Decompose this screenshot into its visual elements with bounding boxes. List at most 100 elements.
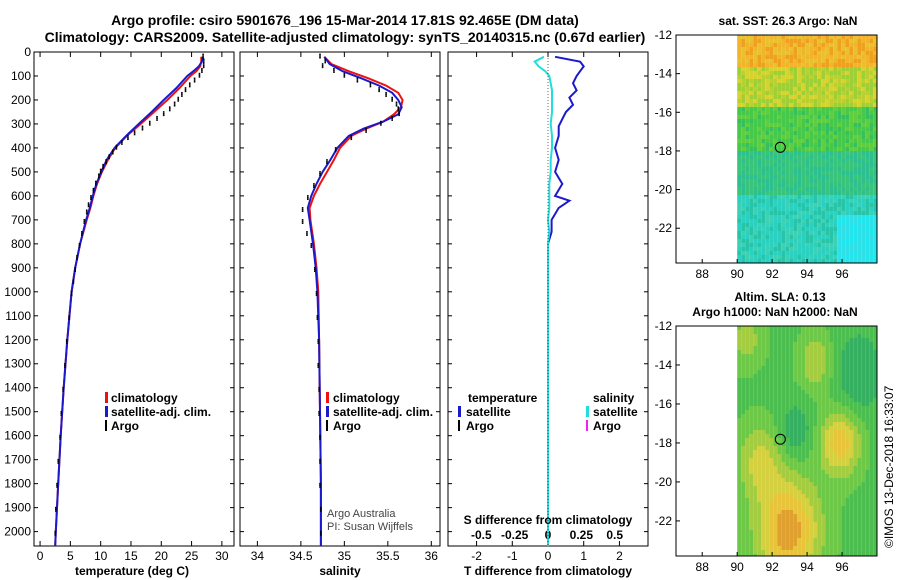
map-cell — [829, 147, 834, 151]
map-cell — [809, 167, 814, 171]
argo-point — [181, 91, 183, 94]
map-cell — [853, 39, 858, 43]
map-cell — [805, 534, 810, 538]
map-cell — [797, 231, 802, 235]
map-cell — [825, 518, 830, 522]
map-cell — [873, 522, 877, 526]
argo-point — [59, 434, 61, 437]
argo-point — [321, 66, 324, 69]
map-cell — [769, 366, 774, 370]
map-cell — [841, 195, 846, 199]
map-cell — [745, 474, 750, 478]
map-cell — [869, 442, 874, 446]
map-cell — [737, 350, 742, 354]
map-cell — [805, 406, 810, 410]
map-cell — [817, 534, 822, 538]
map-cell — [841, 398, 846, 402]
map-cell — [749, 382, 754, 386]
map-cell — [829, 454, 834, 458]
map-cell — [849, 199, 854, 203]
map-cell — [753, 87, 758, 91]
map-cell — [745, 39, 750, 43]
s-tick-label: 0.5 — [606, 528, 623, 542]
map-cell — [749, 67, 754, 71]
map-cell — [857, 107, 862, 111]
map-cell — [845, 450, 850, 454]
map-cell — [737, 326, 742, 330]
map-cell — [821, 191, 826, 195]
argo-point — [317, 364, 320, 367]
map-cell — [829, 159, 834, 163]
map-cell — [869, 454, 874, 458]
map-cell — [745, 330, 750, 334]
map-cell — [837, 330, 842, 334]
map-cell — [829, 518, 834, 522]
map-cell — [845, 119, 850, 123]
map-cell — [873, 191, 877, 195]
map-cell — [821, 103, 826, 107]
map-cell — [745, 43, 750, 47]
map-cell — [869, 522, 874, 526]
map-cell — [813, 458, 818, 462]
map-cell — [801, 354, 806, 358]
map-cell — [861, 111, 866, 115]
map-cell — [793, 79, 798, 83]
x-tick-label: 15 — [124, 549, 138, 563]
map-cell — [777, 546, 782, 550]
map-cell — [765, 163, 770, 167]
map-cell — [845, 482, 850, 486]
map-cell — [817, 438, 822, 442]
map-cell — [873, 418, 877, 422]
map-cell — [865, 155, 870, 159]
map-cell — [745, 63, 750, 67]
map-cell — [757, 526, 762, 530]
map-cell — [777, 135, 782, 139]
map-cell — [817, 211, 822, 215]
map-cell — [769, 71, 774, 75]
map-cell — [805, 474, 810, 478]
map-cell — [809, 235, 814, 239]
map-cell — [753, 362, 758, 366]
map-cell — [837, 159, 842, 163]
map-cell — [737, 179, 742, 183]
map-cell — [829, 83, 834, 87]
map-cell — [841, 219, 846, 223]
map-cell — [777, 338, 782, 342]
map-cell — [865, 123, 870, 127]
map-cell — [801, 514, 806, 518]
map-cell — [821, 111, 826, 115]
map-cell — [857, 446, 862, 450]
map-cell — [805, 91, 810, 95]
map-cell — [829, 223, 834, 227]
map-cell — [829, 235, 834, 239]
map-cell — [849, 538, 854, 542]
map-cell — [821, 470, 826, 474]
map-cell — [797, 211, 802, 215]
map-cell — [829, 251, 834, 255]
depth-tick-label: 200 — [11, 93, 31, 107]
map-cell — [777, 346, 782, 350]
map-cell — [853, 119, 858, 123]
map-cell — [829, 243, 834, 247]
map-cell — [833, 75, 838, 79]
map-cell — [781, 155, 786, 159]
map-cell — [833, 542, 838, 546]
map-cell — [777, 139, 782, 143]
map-cell — [789, 498, 794, 502]
map-cell — [833, 466, 838, 470]
satellite-adj-clim--line — [54, 56, 204, 546]
map-cell — [837, 430, 842, 434]
map-cell — [801, 426, 806, 430]
map-cell — [873, 330, 877, 334]
map-cell — [837, 514, 842, 518]
map-cell — [781, 143, 786, 147]
map-cell — [769, 35, 774, 39]
map-cell — [853, 478, 858, 482]
argo-point — [343, 72, 346, 75]
map-cell — [797, 171, 802, 175]
map-cell — [785, 474, 790, 478]
map-cell — [873, 406, 877, 410]
map-cell — [809, 366, 814, 370]
map-cell — [785, 143, 790, 147]
map-cell — [865, 474, 870, 478]
